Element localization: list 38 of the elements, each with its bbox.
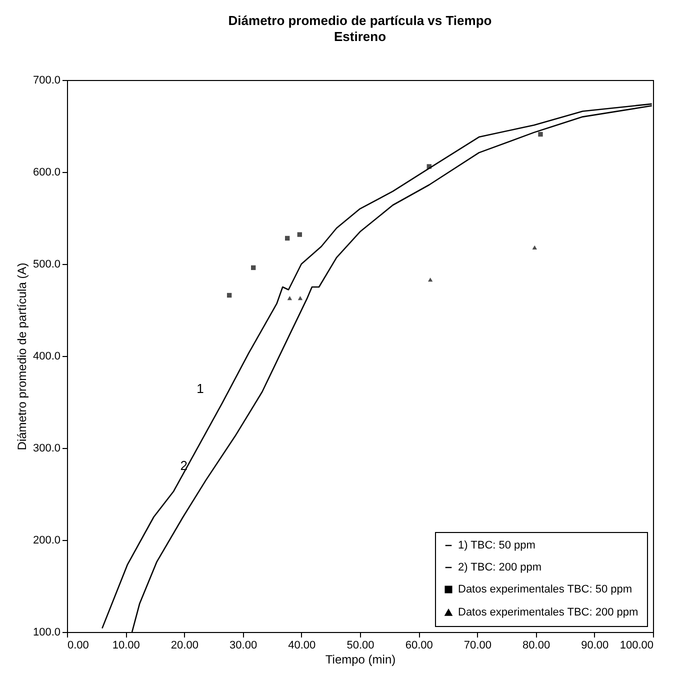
x-tick-label: 20.00 <box>170 640 198 652</box>
x-tick-label: 90.00 <box>581 640 609 652</box>
point <box>284 236 290 241</box>
point <box>538 132 543 137</box>
x-tick-label: 0.00 <box>68 640 89 652</box>
point <box>251 265 256 270</box>
annotation: 2 <box>180 458 188 474</box>
legend-label: Datos experimentales TBC: 200 ppm <box>458 606 638 618</box>
y-tick-label: 300.0 <box>32 442 60 454</box>
y-tick-label: 400.0 <box>32 350 60 362</box>
point <box>298 296 303 300</box>
x-tick-label: 50.00 <box>346 640 374 652</box>
point <box>426 164 432 169</box>
point <box>287 296 292 300</box>
annotation: 1 <box>196 380 204 396</box>
point <box>428 278 433 282</box>
chart-title: Diámetro promedio de partícula vs Tiempo <box>228 13 492 28</box>
y-tick-label: 500.0 <box>32 258 60 270</box>
point <box>532 245 537 250</box>
x-tick-label: 40.00 <box>288 640 316 652</box>
chart-subtitle: Estireno <box>334 29 386 44</box>
x-tick-label: 30.00 <box>230 640 258 652</box>
point <box>297 232 302 237</box>
y-axis-title: Diámetro promedio de partícula (A) <box>14 262 29 450</box>
x-tick-label: 70.00 <box>464 640 492 652</box>
x-tick-label: 60.00 <box>405 640 433 652</box>
point <box>226 292 232 298</box>
y-tick-label: 700.0 <box>32 74 60 86</box>
x-tick-label: 100.00 <box>620 640 654 652</box>
x-tick-label: 10.00 <box>112 640 140 652</box>
y-tick-label: 200.0 <box>32 534 60 546</box>
x-tick-label: 80.00 <box>522 640 550 652</box>
y-tick-label: 600.0 <box>32 166 60 178</box>
legend-label: 1) TBC: 50 ppm <box>458 540 536 552</box>
y-tick-label: 100.0 <box>32 626 60 638</box>
x-axis-title: Tiempo (min) <box>325 652 396 666</box>
legend-label: Datos experimentales TBC: 50 ppm <box>458 584 632 596</box>
legend-label: 2) TBC: 200 ppm <box>458 562 542 574</box>
